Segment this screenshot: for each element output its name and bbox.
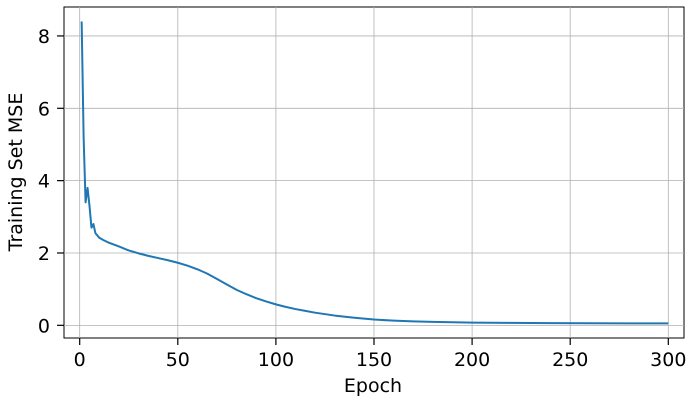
y-tick-label: 4 xyxy=(38,171,50,193)
x-tick-label: 250 xyxy=(552,349,588,371)
grid-lines xyxy=(64,7,684,338)
series-line xyxy=(80,21,669,325)
x-axis-label: Epoch xyxy=(344,375,402,397)
y-tick-label: 0 xyxy=(38,315,50,337)
x-tick-label: 100 xyxy=(258,349,294,371)
y-tick-label: 2 xyxy=(38,243,50,265)
x-tick-label: 150 xyxy=(356,349,392,371)
x-tick-label: 200 xyxy=(454,349,490,371)
y-tick-label: 8 xyxy=(38,26,50,48)
axis-ticks: 0 50 100 150 200 250 300 0 2 4 6 8 xyxy=(38,26,687,371)
series-group xyxy=(80,21,669,325)
y-axis-label: Training Set MSE xyxy=(5,93,27,253)
y-tick-label: 6 xyxy=(38,98,50,120)
x-tick-label: 0 xyxy=(74,349,86,371)
x-tick-label: 300 xyxy=(650,349,686,371)
x-tick-label: 50 xyxy=(166,349,190,371)
